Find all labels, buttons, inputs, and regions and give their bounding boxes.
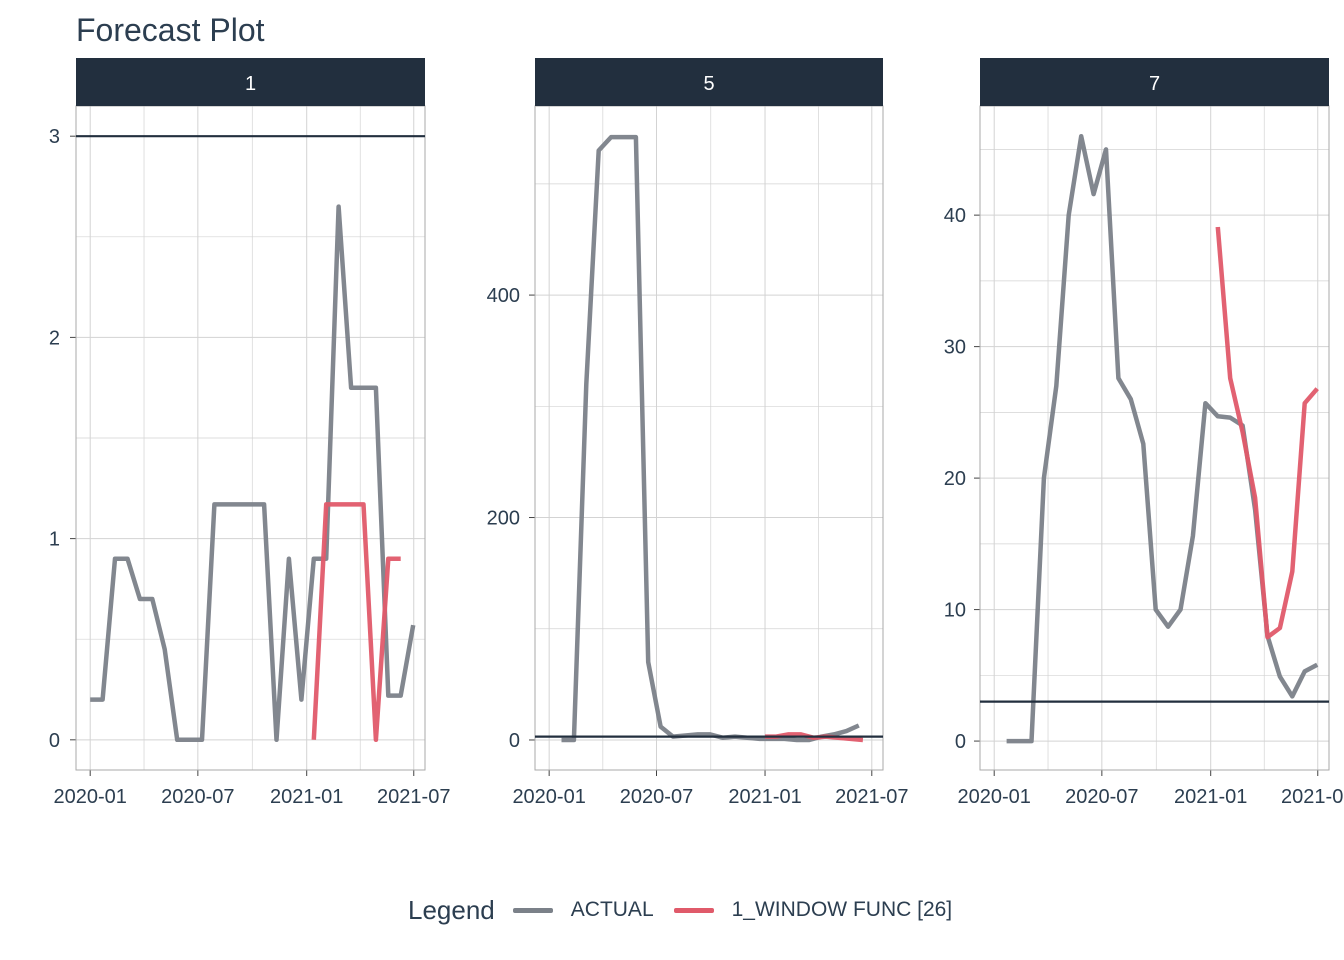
facet-strip-label: 1 bbox=[245, 73, 256, 95]
legend-key-actual bbox=[512, 907, 553, 913]
x-tick-label: 2020-01 bbox=[512, 786, 585, 808]
facet-strip-label: 5 bbox=[703, 73, 714, 95]
x-tick-label: 2020-07 bbox=[620, 786, 693, 808]
y-tick-label: 30 bbox=[944, 337, 966, 359]
x-tick-label: 2021-07 bbox=[1281, 786, 1344, 808]
legend-inner: Legend ACTUAL 1_WINDOW FUNC [26] bbox=[408, 890, 972, 930]
x-tick-label: 2021-01 bbox=[728, 786, 801, 808]
legend-title: Legend bbox=[408, 894, 495, 925]
y-tick-label: 0 bbox=[509, 730, 520, 752]
legend-label-forecast: 1_WINDOW FUNC [26] bbox=[731, 898, 953, 921]
x-tick-label: 2020-01 bbox=[53, 786, 126, 808]
legend: Legend ACTUAL 1_WINDOW FUNC [26] bbox=[0, 890, 1344, 930]
facet-strip bbox=[76, 58, 425, 106]
y-tick-label: 3 bbox=[49, 126, 60, 148]
x-tick-label: 2020-01 bbox=[957, 786, 1030, 808]
series-line-actual bbox=[90, 204, 416, 743]
x-tick-label: 2021-07 bbox=[377, 786, 450, 808]
x-tick-label: 2021-07 bbox=[835, 786, 908, 808]
series-line-actual bbox=[1006, 133, 1319, 744]
series-line-forecast bbox=[311, 502, 401, 743]
y-tick-label: 0 bbox=[49, 730, 60, 752]
y-tick-label: 40 bbox=[944, 205, 966, 227]
facet-strip-label: 7 bbox=[1149, 73, 1160, 95]
x-tick-label: 2021-01 bbox=[1174, 786, 1247, 808]
legend-key-forecast bbox=[673, 907, 714, 913]
chart-title: Forecast Plot bbox=[76, 12, 265, 48]
panel-border bbox=[534, 105, 884, 771]
facet-panel-7: 0 10 20 30 40 2020-01 2020-07 2021-01 2021-07 7 bbox=[944, 58, 1344, 808]
y-tick-label: 200 bbox=[487, 508, 520, 530]
series-line-actual bbox=[561, 134, 860, 743]
x-tick-label: 2020-07 bbox=[161, 786, 234, 808]
legend-label-actual: ACTUAL bbox=[570, 898, 654, 921]
facet-strip bbox=[535, 58, 883, 106]
series-line-forecast bbox=[1215, 226, 1319, 640]
y-tick-label: 20 bbox=[944, 468, 966, 490]
y-tick-label: 400 bbox=[487, 285, 520, 307]
y-tick-label: 0 bbox=[955, 731, 966, 753]
y-tick-label: 10 bbox=[944, 600, 966, 622]
y-tick-label: 2 bbox=[49, 327, 60, 349]
facet-panel-1: 0 1 2 3 2020-01 2020-07 2021-01 2021-07 1 bbox=[49, 58, 450, 808]
x-tick-label: 2020-07 bbox=[1065, 786, 1138, 808]
y-tick-label: 1 bbox=[49, 529, 60, 551]
facet-panel-5: 0 200 400 2020-01 2020-07 2021-01 2021-07 5 bbox=[487, 58, 908, 808]
x-tick-label: 2021-01 bbox=[270, 786, 343, 808]
facet-strip bbox=[980, 58, 1329, 106]
